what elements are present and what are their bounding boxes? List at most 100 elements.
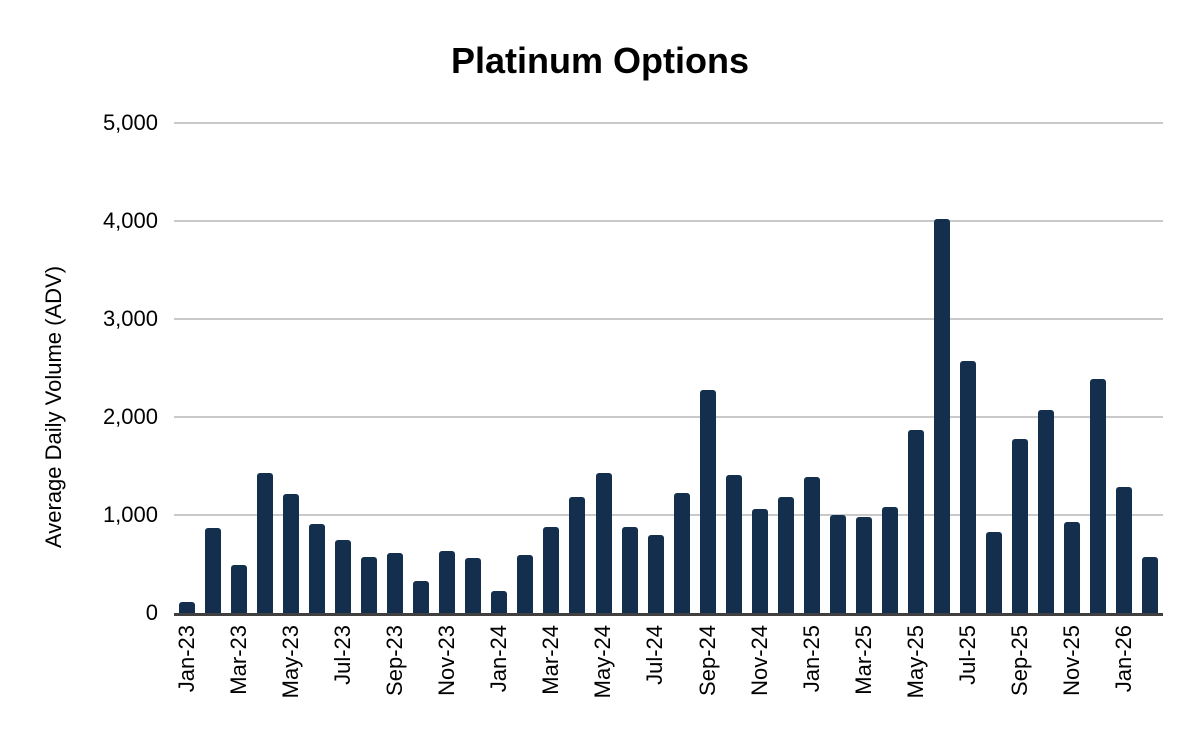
bar-slot-Mar-24 (538, 123, 564, 613)
bar-slot-Jan-26 (1111, 123, 1137, 613)
x-tick-label-Sep-23: Sep-23 (382, 625, 408, 696)
bar-slot-Jan-24 (486, 123, 512, 613)
bar-slot-Sep-25 (1007, 123, 1033, 613)
x-tick-label-Nov-24: Nov-24 (746, 625, 772, 696)
bar-slot-Mar-23 (226, 123, 252, 613)
bar-Jul-24 (647, 534, 664, 613)
bar-Oct-24 (725, 474, 742, 613)
gridline-4000 (174, 220, 1163, 222)
y-axis-tick-labels: 5,000 4,000 3,000 2,000 1,000 0 (0, 110, 158, 625)
bar-Jan-26 (1116, 486, 1133, 613)
bar-slot-Feb-26 (1137, 123, 1163, 613)
bar-Apr-24 (569, 496, 586, 613)
x-tick-label-Jan-25: Jan-25 (798, 625, 824, 693)
bar-Jun-24 (621, 526, 638, 613)
bar-slot-May-24 (591, 123, 617, 613)
bar-May-23 (283, 494, 300, 613)
bar-slot-Sep-23 (382, 123, 408, 613)
bar-Jul-23 (335, 540, 352, 613)
bar-slot-Nov-25 (1059, 123, 1085, 613)
bar-slot-Apr-25 (877, 123, 903, 613)
bar-slot-Dec-23 (460, 123, 486, 613)
bar-Oct-25 (1038, 410, 1055, 613)
bar-slot-Jan-25 (799, 123, 825, 613)
bar-slot-Aug-23 (356, 123, 382, 613)
bar-slot-Aug-24 (669, 123, 695, 613)
x-tick-label-May-24: May-24 (590, 625, 616, 699)
x-tick-label-Sep-24: Sep-24 (694, 625, 720, 696)
x-tick-label-Jul-24: Jul-24 (642, 625, 668, 685)
bar-Sep-23 (387, 553, 404, 613)
gridline-1000 (174, 514, 1163, 516)
bar-slot-Dec-24 (773, 123, 799, 613)
bar-Jan-23 (179, 602, 196, 613)
bar-slot-Apr-24 (564, 123, 590, 613)
bar-Nov-23 (439, 550, 456, 613)
x-axis-tick-labels: Jan-23 Mar-23 May-23 Jul-23 Sep-23 Nov-23 Jan-… (174, 625, 1163, 725)
bar-Mar-25 (855, 516, 872, 613)
x-tick-label-Jan-24: Jan-24 (486, 625, 512, 693)
bar-slot-Feb-24 (512, 123, 538, 613)
bar-slot-Nov-23 (434, 123, 460, 613)
x-tick-label-Jul-25: Jul-25 (954, 625, 980, 685)
bar-Mar-24 (543, 526, 560, 613)
y-tick-label: 1,000 (102, 502, 158, 527)
bar-slot-Jun-25 (929, 123, 955, 613)
bar-slot-Feb-23 (200, 123, 226, 613)
bar-Nov-24 (751, 509, 768, 613)
y-tick-label: 3,000 (102, 306, 158, 331)
x-tick-label-Mar-24: Mar-24 (538, 625, 564, 695)
bar-Jun-25 (933, 219, 950, 613)
bar-slot-Sep-24 (695, 123, 721, 613)
x-tick-label-Jan-26: Jan-26 (1110, 625, 1136, 693)
x-tick-label-May-23: May-23 (278, 625, 304, 699)
bar-Apr-25 (881, 507, 898, 613)
bar-Dec-24 (777, 496, 794, 613)
x-tick-label-Sep-25: Sep-25 (1006, 625, 1032, 696)
bar-slot-Oct-25 (1033, 123, 1059, 613)
y-tick-label: 4,000 (102, 208, 158, 233)
bar-slot-May-25 (903, 123, 929, 613)
bar-Dec-25 (1090, 378, 1107, 613)
bar-slot-Jul-24 (643, 123, 669, 613)
bar-May-25 (907, 429, 924, 613)
bar-slot-Aug-25 (981, 123, 1007, 613)
x-tick-label-Mar-23: Mar-23 (226, 625, 252, 695)
bar-slot-Jun-24 (617, 123, 643, 613)
bar-slot-Jan-23 (174, 123, 200, 613)
bar-slot-Oct-23 (408, 123, 434, 613)
bar-Jan-25 (803, 476, 820, 613)
bar-Jun-23 (309, 524, 326, 613)
bar-slot-Mar-25 (851, 123, 877, 613)
bar-Nov-25 (1064, 521, 1081, 613)
x-tick-label-Mar-25: Mar-25 (850, 625, 876, 695)
bar-Aug-23 (361, 556, 378, 613)
bar-slot-Feb-25 (825, 123, 851, 613)
bar-Sep-25 (1012, 438, 1029, 613)
x-tick-label-Jul-23: Jul-23 (330, 625, 356, 685)
bar-Feb-24 (517, 554, 534, 613)
bar-slot-May-23 (278, 123, 304, 613)
bar-slot-Oct-24 (721, 123, 747, 613)
x-tick-label-May-25: May-25 (902, 625, 928, 699)
x-tick-label-Nov-25: Nov-25 (1058, 625, 1084, 696)
gridline-5000 (174, 122, 1163, 124)
bar-slot-Jul-23 (330, 123, 356, 613)
bar-May-24 (595, 472, 612, 613)
bar-Aug-25 (985, 532, 1002, 613)
gridline-2000 (174, 416, 1163, 418)
bar-slot-Apr-23 (252, 123, 278, 613)
bar-slot-Dec-25 (1085, 123, 1111, 613)
plot-area (174, 122, 1163, 616)
y-tick-label: 0 (145, 600, 158, 625)
bar-Feb-25 (829, 514, 846, 613)
gridline-3000 (174, 318, 1163, 320)
bar-slot-Jul-25 (955, 123, 981, 613)
bar-slot-Nov-24 (747, 123, 773, 613)
bar-Feb-23 (205, 528, 222, 613)
bar-Aug-24 (673, 492, 690, 613)
bar-Jan-24 (491, 590, 508, 613)
bar-Mar-23 (231, 564, 248, 613)
x-tick-label-Jan-23: Jan-23 (174, 625, 199, 693)
